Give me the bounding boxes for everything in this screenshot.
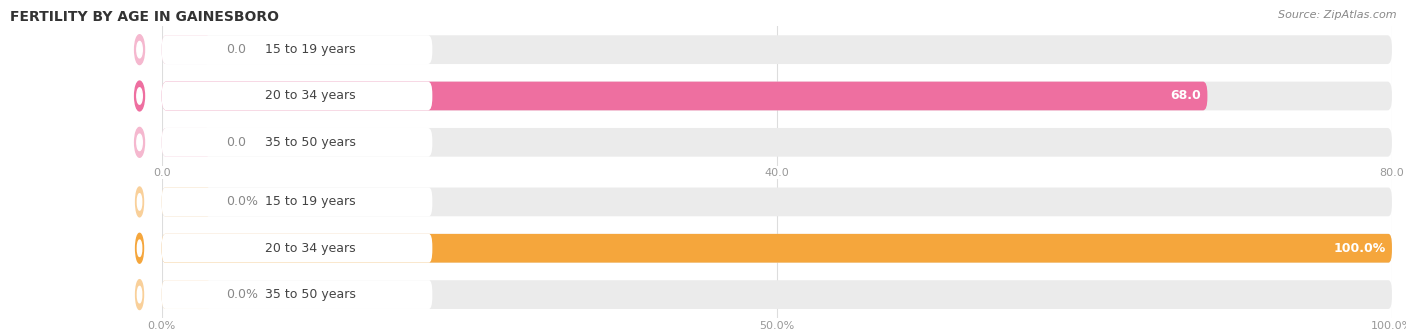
- Text: 0.0%: 0.0%: [225, 288, 257, 301]
- Text: 35 to 50 years: 35 to 50 years: [266, 288, 356, 301]
- FancyBboxPatch shape: [162, 280, 433, 309]
- FancyBboxPatch shape: [162, 128, 433, 157]
- FancyBboxPatch shape: [162, 234, 433, 262]
- Circle shape: [138, 194, 142, 210]
- Circle shape: [138, 240, 142, 257]
- Text: Source: ZipAtlas.com: Source: ZipAtlas.com: [1278, 10, 1396, 20]
- Circle shape: [136, 88, 142, 104]
- Text: 0.0: 0.0: [225, 43, 246, 56]
- FancyBboxPatch shape: [162, 35, 433, 64]
- Text: 15 to 19 years: 15 to 19 years: [266, 43, 356, 56]
- Text: 15 to 19 years: 15 to 19 years: [266, 195, 356, 209]
- Text: 0.0%: 0.0%: [225, 195, 257, 209]
- Circle shape: [135, 280, 143, 309]
- Circle shape: [135, 81, 145, 111]
- Text: 68.0: 68.0: [1171, 89, 1201, 103]
- FancyBboxPatch shape: [162, 188, 211, 216]
- FancyBboxPatch shape: [162, 280, 1392, 309]
- Circle shape: [135, 187, 143, 217]
- Text: 35 to 50 years: 35 to 50 years: [266, 136, 356, 149]
- FancyBboxPatch shape: [162, 35, 211, 64]
- Circle shape: [138, 286, 142, 303]
- FancyBboxPatch shape: [162, 188, 1392, 216]
- FancyBboxPatch shape: [162, 128, 211, 157]
- FancyBboxPatch shape: [162, 280, 211, 309]
- Circle shape: [136, 134, 142, 151]
- FancyBboxPatch shape: [162, 82, 433, 110]
- Text: FERTILITY BY AGE IN GAINESBORO: FERTILITY BY AGE IN GAINESBORO: [10, 10, 278, 24]
- FancyBboxPatch shape: [162, 128, 1392, 157]
- Text: 0.0: 0.0: [225, 136, 246, 149]
- Text: 100.0%: 100.0%: [1333, 242, 1386, 255]
- FancyBboxPatch shape: [162, 234, 1392, 262]
- FancyBboxPatch shape: [162, 188, 433, 216]
- Text: 20 to 34 years: 20 to 34 years: [266, 242, 356, 255]
- Circle shape: [135, 35, 145, 65]
- Circle shape: [135, 127, 145, 157]
- FancyBboxPatch shape: [162, 82, 1208, 110]
- Circle shape: [135, 233, 143, 263]
- FancyBboxPatch shape: [162, 82, 1392, 110]
- FancyBboxPatch shape: [162, 35, 1392, 64]
- Circle shape: [136, 41, 142, 58]
- FancyBboxPatch shape: [162, 234, 1392, 262]
- Text: 20 to 34 years: 20 to 34 years: [266, 89, 356, 103]
